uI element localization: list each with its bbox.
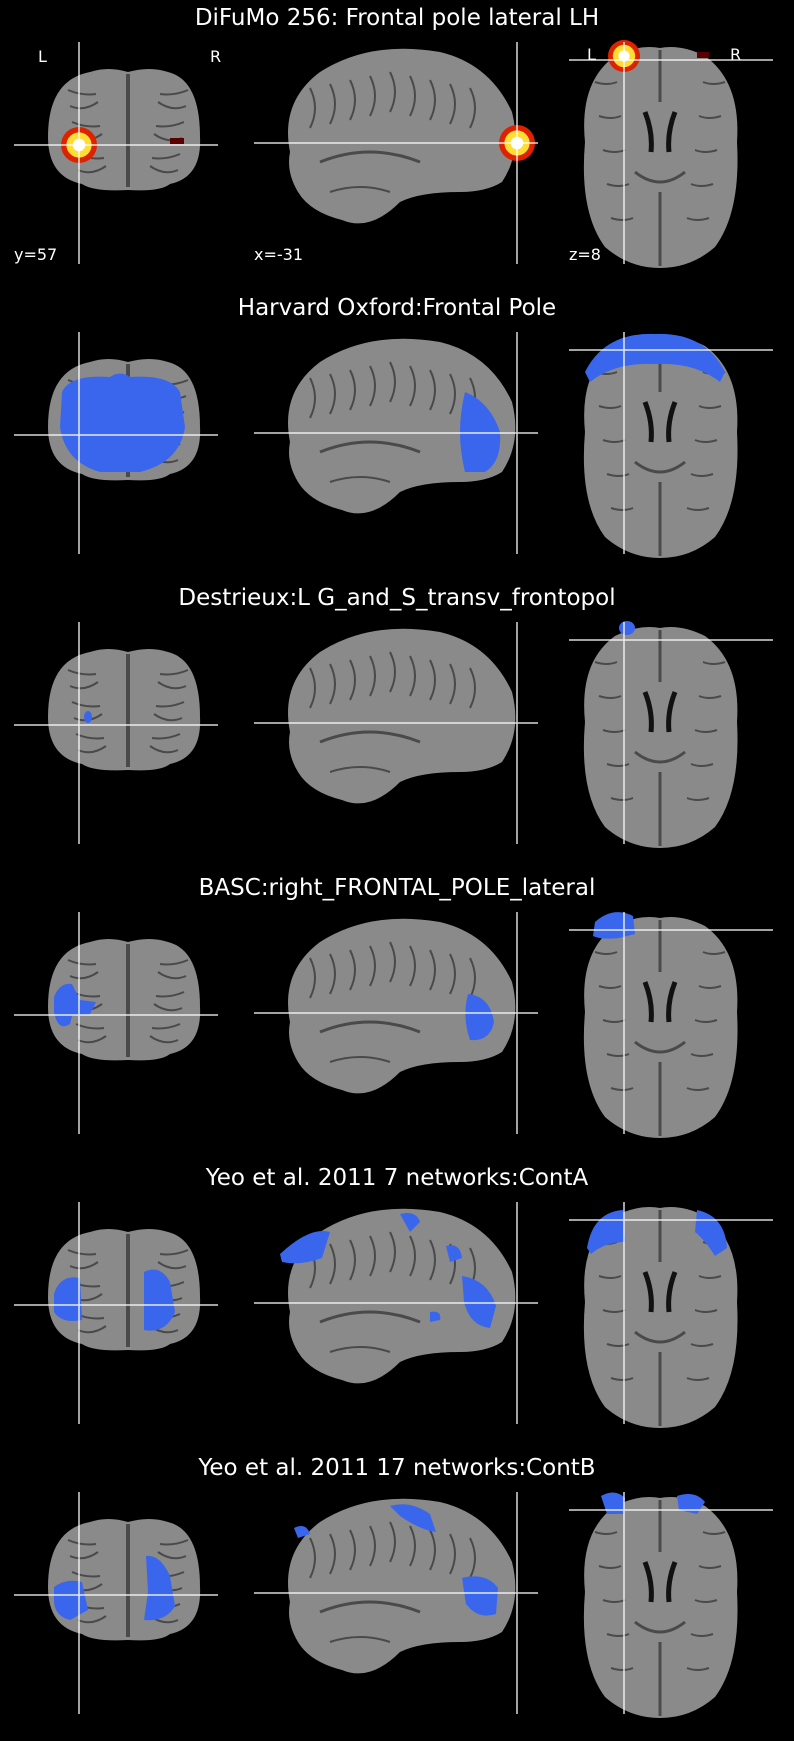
atlas-overlay bbox=[280, 1213, 496, 1328]
coronal-view bbox=[10, 1492, 220, 1718]
slice-panel: Destrieux:L G_and_S_transv_frontopol bbox=[0, 580, 794, 870]
atlas-overlay bbox=[593, 912, 635, 939]
atlas-overlay bbox=[294, 1504, 498, 1616]
panel-title: BASC:right_FRONTAL_POLE_lateral bbox=[198, 875, 596, 901]
sagittal-view bbox=[250, 1492, 540, 1718]
panel-title: Harvard Oxford:Frontal Pole bbox=[237, 295, 557, 321]
brain-slice-image bbox=[569, 912, 773, 1138]
axial-view bbox=[565, 1492, 775, 1718]
brain-slice-image bbox=[569, 332, 773, 558]
brain-slice-image bbox=[254, 42, 538, 264]
crosshair bbox=[14, 1202, 218, 1424]
crosshair bbox=[254, 622, 538, 844]
slice-panel: Harvard Oxford:Frontal Pole bbox=[0, 290, 794, 580]
brain-slice-image bbox=[569, 621, 773, 848]
brain-slice-image bbox=[569, 1202, 773, 1428]
brain-slice-image bbox=[254, 1492, 538, 1714]
brain-slice-image bbox=[14, 332, 218, 554]
panel-title: Destrieux:L G_and_S_transv_frontopol bbox=[178, 585, 616, 611]
brain-slice-image bbox=[14, 42, 218, 264]
atlas-overlay bbox=[585, 333, 725, 382]
orientation-label-right: R bbox=[210, 47, 222, 66]
atlas-overlay bbox=[619, 621, 635, 635]
axial-view bbox=[565, 621, 775, 848]
coronal-view bbox=[10, 622, 220, 848]
orientation-label-right: R bbox=[730, 45, 742, 64]
brain-slice-image bbox=[569, 40, 773, 268]
slice-panel: Yeo et al. 2011 7 networks:ContA bbox=[0, 1160, 794, 1450]
crosshair bbox=[14, 912, 218, 1134]
sagittal-view bbox=[250, 622, 540, 848]
atlas-overlay bbox=[460, 392, 501, 472]
crosshair bbox=[254, 912, 538, 1134]
coronal-view bbox=[10, 1202, 220, 1428]
atlas-overlay bbox=[465, 994, 494, 1041]
brain-slice-image bbox=[254, 622, 538, 844]
atlas-overlay bbox=[54, 1269, 175, 1331]
crosshair bbox=[14, 1492, 218, 1714]
crosshair bbox=[569, 332, 773, 554]
crosshair bbox=[254, 1492, 538, 1714]
brain-slice-image bbox=[254, 332, 538, 554]
crosshair bbox=[569, 912, 773, 1134]
brain-slice-image bbox=[14, 1492, 218, 1714]
orientation-label-left: L bbox=[587, 45, 596, 64]
panel-title: Yeo et al. 2011 17 networks:ContB bbox=[198, 1455, 596, 1481]
coordinate-label: z=8 bbox=[569, 245, 601, 264]
brain-slice-image bbox=[569, 1492, 773, 1718]
coronal-view bbox=[10, 912, 220, 1138]
panel-title: Yeo et al. 2011 7 networks:ContA bbox=[205, 1165, 589, 1191]
coordinate-label: x=-31 bbox=[254, 245, 304, 264]
crosshair bbox=[569, 1492, 773, 1714]
brain-slice-image bbox=[254, 912, 538, 1134]
crosshair bbox=[569, 1202, 773, 1424]
crosshair bbox=[569, 42, 773, 264]
atlas-overlay bbox=[84, 711, 92, 723]
crosshair bbox=[14, 622, 218, 844]
panel-title: DiFuMo 256: Frontal pole lateral LH bbox=[194, 5, 600, 31]
coronal-view bbox=[10, 332, 220, 558]
crosshair bbox=[254, 332, 538, 554]
slice-panel: Yeo et al. 2011 17 networks:ContB bbox=[0, 1450, 794, 1740]
brain-slice-image bbox=[14, 622, 218, 844]
axial-view bbox=[565, 912, 775, 1138]
atlas-overlay bbox=[601, 1492, 705, 1514]
crosshair bbox=[14, 332, 218, 554]
atlas-overlay bbox=[60, 373, 185, 472]
sagittal-view bbox=[250, 1202, 540, 1428]
brain-slice-image bbox=[14, 1202, 218, 1424]
orientation-label-left: L bbox=[38, 47, 47, 66]
sagittal-view: x=-31 bbox=[250, 42, 540, 268]
axial-view bbox=[565, 332, 775, 558]
sagittal-view bbox=[250, 912, 540, 1138]
crosshair bbox=[254, 42, 538, 264]
brain-slice-image bbox=[14, 912, 218, 1134]
crosshair bbox=[14, 42, 218, 264]
crosshair bbox=[569, 622, 773, 844]
sagittal-view bbox=[250, 332, 540, 558]
coordinate-label: y=57 bbox=[14, 245, 58, 264]
brain-slice-image bbox=[254, 1202, 538, 1424]
slice-panel: BASC:right_FRONTAL_POLE_lateral bbox=[0, 870, 794, 1160]
axial-view bbox=[565, 1202, 775, 1428]
crosshair bbox=[254, 1202, 538, 1424]
atlas-overlay bbox=[587, 1210, 727, 1256]
